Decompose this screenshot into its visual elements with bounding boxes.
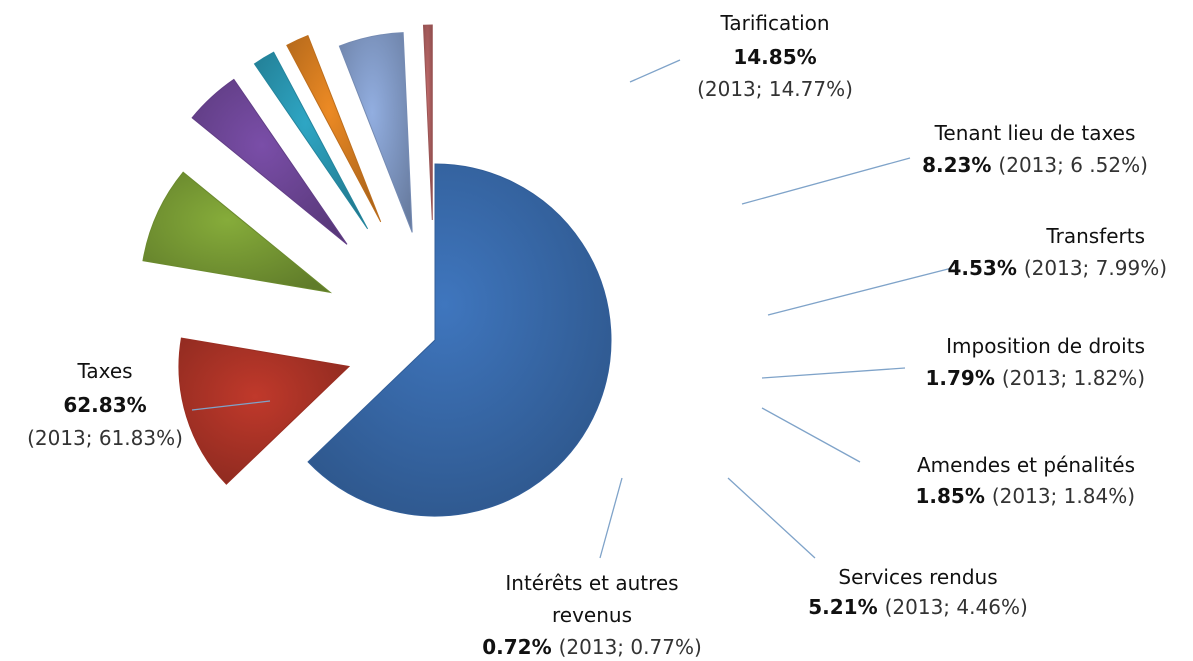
pie-slices [142,24,612,517]
pie-slice-imposition-de-droits [253,51,369,230]
leader-line-tarification [629,59,681,83]
leader-line-transferts [767,267,953,316]
slice-name-imposition-de-droits: Imposition de droits [946,334,1145,358]
slice-name-transferts: Transferts [1045,224,1145,248]
slice-name-taxes: Taxes [76,359,132,383]
slice-prev-transferts: (2013; 7.99%) [1024,256,1167,280]
slice-pct-services-rendus: 5.21% [808,595,884,619]
pie-slice-tenant-lieu-de-taxes [142,171,333,294]
slice-pct-imposition-de-droits: 1.79% [926,366,1002,390]
slice-prev-services-rendus: (2013; 4.46%) [885,595,1028,619]
slice-values-amendes-et-penalites: 1.85% (2013; 1.84%) [916,484,1136,508]
slice-pct-amendes-et-penalites: 1.85% [916,484,992,508]
slice-labels: Taxes 62.83% (2013; 61.83%) Tarification 14.… [27,11,1167,659]
leader-line-taxes [191,400,271,411]
slice-values-interets-et-autres-revenus: 0.72% (2013; 0.77%) [482,635,702,659]
slice-pct-tarification: 14.85% [733,45,816,69]
leader-line-services-rendus [727,477,816,559]
leader-lines [191,59,953,559]
slice-name-tarification: Tarification [719,11,829,35]
leader-line-interets-et-autres-revenus [599,477,623,559]
slice-values-tenant-lieu-de-taxes: 8.23% (2013; 6 .52%) [922,153,1148,177]
leader-line-imposition-de-droits [761,367,906,379]
leader-line-tenant-lieu-de-taxes [741,157,911,205]
slice-prev-imposition-de-droits: (2013; 1.82%) [1002,366,1145,390]
slice-prev-interets-et-autres-revenus: (2013; 0.77%) [559,635,702,659]
slice-name-interets-et-autres-revenus-line1: Intérêts et autres [505,571,678,595]
pie-slice-services-rendus [338,32,413,233]
slice-prev-amendes-et-penalites: (2013; 1.84%) [992,484,1135,508]
pie-slice-tarification [178,337,351,485]
slice-name-services-rendus: Services rendus [838,565,997,589]
pie-slice-amendes-et-penalites [286,34,382,223]
slice-prev-tarification: (2013; 14.77%) [697,77,853,101]
slice-name-interets-et-autres-revenus-line2: revenus [552,603,632,627]
slice-pct-interets-et-autres-revenus: 0.72% [482,635,558,659]
slice-pct-tenant-lieu-de-taxes: 8.23% [922,153,998,177]
slice-values-services-rendus: 5.21% (2013; 4.46%) [808,595,1028,619]
pie-slice-transferts [191,78,348,245]
slice-prev-tenant-lieu-de-taxes: (2013; 6 .52%) [998,153,1148,177]
slice-pct-transferts: 4.53% [948,256,1024,280]
leader-line-amendes-et-penalites [761,407,861,463]
pie-slice-interets-et-autres-revenus [422,24,433,221]
slice-name-amendes-et-penalites: Amendes et pénalités [917,453,1135,477]
slice-prev-taxes: (2013; 61.83%) [27,426,183,450]
slice-pct-taxes: 62.83% [63,393,146,417]
slice-name-tenant-lieu-de-taxes: Tenant lieu de taxes [934,121,1136,145]
slice-values-imposition-de-droits: 1.79% (2013; 1.82%) [926,366,1146,390]
slice-values-transferts: 4.53% (2013; 7.99%) [948,256,1168,280]
pie-slice-taxes [307,163,612,517]
